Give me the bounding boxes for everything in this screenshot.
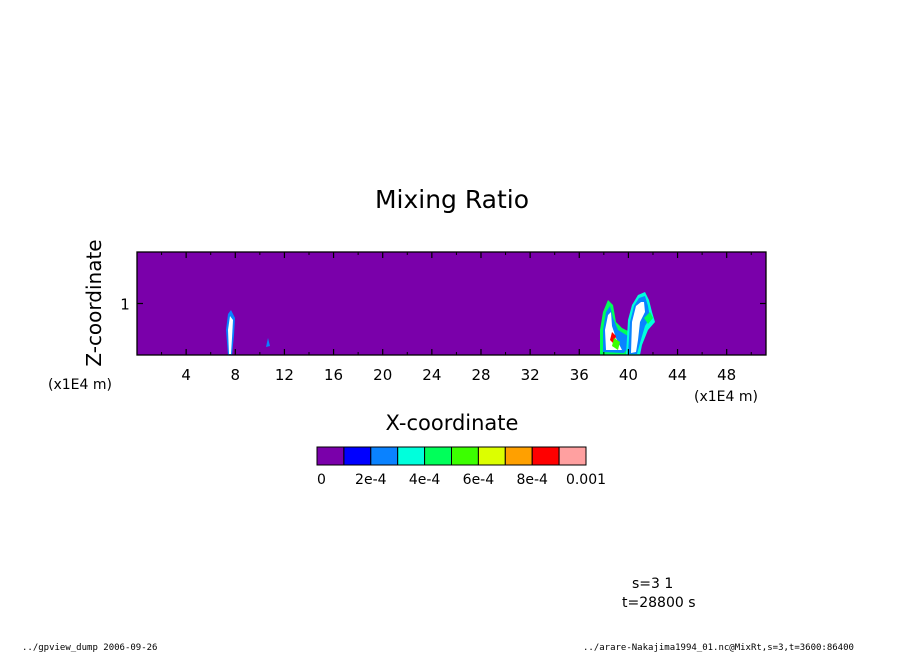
cloud-2-green: [612, 338, 620, 350]
cloud-3-core: [631, 302, 645, 353]
colorbar-swatch: [343, 446, 372, 466]
x-tick-label: 24: [422, 366, 441, 384]
heatmap-features: [226, 292, 655, 355]
y-axis-label: Z-coordinate: [82, 239, 106, 366]
x-tick-label: 12: [275, 366, 294, 384]
colorbar-swatch: [370, 446, 399, 466]
x-tick-label: 36: [570, 366, 589, 384]
x-tick-label: 4: [181, 366, 191, 384]
x-axis-unit: (x1E4 m): [694, 389, 758, 405]
y-axis-unit: (x1E4 m): [48, 377, 112, 393]
x-tick-label: 40: [619, 366, 638, 384]
colorbar-swatch: [397, 446, 426, 466]
chart-title: Mixing Ratio: [375, 185, 529, 214]
x-tick-label: 20: [373, 366, 392, 384]
x-tick-label: 32: [521, 366, 540, 384]
y-tick-label: 1: [120, 296, 130, 314]
colorbar-swatch: [451, 446, 479, 466]
colorbar-swatch: [316, 446, 345, 466]
footer-left: ../gpview_dump 2006-09-26: [22, 643, 157, 653]
x-tick-label: 28: [471, 366, 490, 384]
info-step: s=3 1: [632, 576, 673, 592]
x-tick-label: 8: [231, 366, 241, 384]
colorbar-swatch: [558, 446, 587, 466]
colorbar-swatch: [504, 446, 533, 466]
x-tick-label: 48: [717, 366, 736, 384]
cloud-1-core: [228, 316, 233, 354]
cloud-1-wisp: [266, 338, 270, 347]
colorbar-swatch: [477, 446, 506, 466]
info-time: t=28800 s: [622, 595, 696, 611]
colorbar-swatch: [531, 446, 560, 466]
colorbar-swatch: [424, 446, 453, 466]
colorbar-label: 4e-4: [409, 472, 441, 488]
cloud-3-side: [644, 312, 653, 324]
colorbar-label: 8e-4: [516, 472, 548, 488]
x-tick-label: 44: [668, 366, 687, 384]
cloud-2-core: [605, 312, 622, 350]
colorbar-label: 2e-4: [355, 472, 387, 488]
colorbar-label: 0: [317, 472, 326, 488]
colorbar-label: 6e-4: [463, 472, 495, 488]
x-axis-label: X-coordinate: [386, 411, 519, 435]
footer-right: ../arare-Nakajima1994_01.nc@MixRt,s=3,t=…: [583, 643, 854, 653]
colorbar: 0 2e-4 4e-4 6e-4 8e-4 0.001: [316, 446, 606, 488]
heatmap-background: [137, 252, 766, 355]
colorbar-label: 0.001: [566, 472, 606, 488]
x-tick-label: 16: [324, 366, 343, 384]
plot-area: 4 8 12 16 20 24 28 32 36 40 44 481: [120, 251, 767, 384]
